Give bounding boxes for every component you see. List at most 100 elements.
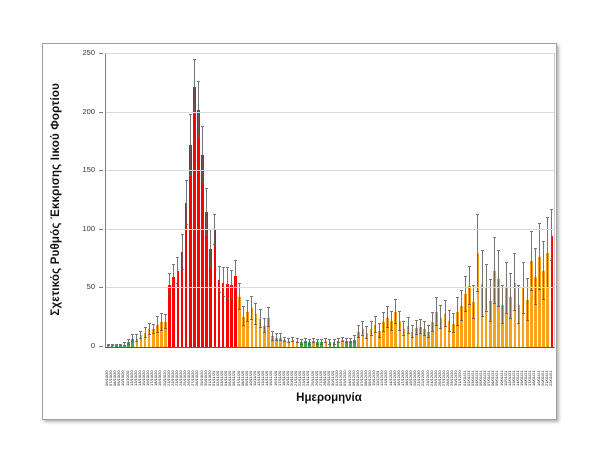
bar: [193, 86, 196, 347]
error-bar-cap: [221, 295, 225, 297]
error-bar-cap: [168, 273, 172, 275]
error-bar: [547, 218, 549, 289]
error-bar: [197, 82, 199, 139]
bar-slot: [529, 54, 533, 347]
y-tick-mark: [99, 346, 103, 347]
error-bar-cap: [406, 333, 410, 335]
bar: [357, 331, 361, 347]
error-bar-cap: [480, 249, 484, 251]
error-bar-cap: [176, 256, 180, 258]
bar: [238, 296, 241, 347]
bar: [361, 329, 365, 347]
error-bar-cap: [521, 313, 525, 315]
error-bar: [165, 315, 167, 330]
bar-slot: [418, 54, 422, 347]
error-bar-cap: [262, 317, 266, 319]
error-bar-cap: [480, 315, 484, 317]
bar-slot: [201, 54, 205, 347]
bar: [542, 270, 545, 347]
error-bar: [448, 310, 450, 332]
bar: [328, 342, 332, 347]
bar: [525, 300, 529, 347]
error-bar: [452, 314, 454, 333]
error-bar-cap: [114, 344, 118, 346]
bar: [209, 248, 213, 347]
bar: [291, 339, 295, 347]
error-bar-cap: [533, 303, 537, 305]
error-bar-cap: [455, 296, 459, 298]
error-bar-cap: [155, 315, 159, 317]
error-bar-cap: [418, 319, 422, 321]
error-bar-cap: [468, 303, 472, 305]
error-bar-cap: [513, 253, 517, 255]
error-bar-cap: [229, 269, 233, 271]
bar: [456, 311, 459, 347]
error-bar-cap: [525, 320, 529, 322]
error-bar: [358, 325, 360, 338]
bar: [332, 342, 336, 347]
error-bar-cap: [443, 326, 447, 328]
error-bar-cap: [320, 343, 324, 345]
gridline: [106, 228, 554, 230]
y-tick-label: 0: [90, 341, 95, 350]
error-bar-cap: [106, 345, 110, 347]
bar-slot: [381, 54, 385, 347]
error-bar-cap: [233, 260, 237, 262]
bar: [538, 256, 541, 347]
bar: [390, 321, 393, 347]
bar: [419, 327, 422, 347]
error-bar-cap: [517, 322, 521, 324]
error-bar: [288, 338, 290, 344]
error-bar: [271, 331, 273, 342]
error-bar: [341, 337, 343, 343]
bar-slot: [320, 54, 324, 347]
bar: [501, 304, 504, 347]
bar-slot: [365, 54, 369, 347]
bar-slot: [180, 54, 184, 347]
bar-slot: [188, 54, 192, 347]
y-tick-label: 200: [82, 106, 95, 116]
bar: [308, 342, 311, 347]
error-bar: [469, 267, 471, 305]
error-bar-cap: [328, 343, 332, 345]
error-bar: [473, 286, 475, 319]
error-bar: [440, 305, 442, 330]
error-bar-cap: [431, 312, 435, 314]
bar: [172, 276, 176, 347]
error-bar: [169, 274, 171, 296]
error-bar-cap: [488, 279, 492, 281]
x-tick-label: 22/01/21: [547, 370, 553, 386]
bar-slot: [439, 54, 443, 347]
error-bar-cap: [201, 181, 205, 183]
error-bar: [551, 209, 553, 262]
bar: [197, 110, 200, 347]
bar: [164, 322, 167, 347]
bar-slot: [390, 54, 394, 347]
y-tick-label: 50: [86, 282, 95, 292]
error-bar-cap: [238, 282, 242, 284]
error-bar: [382, 313, 384, 332]
error-bar-cap: [180, 268, 184, 270]
bar-slot: [377, 54, 381, 347]
error-bar: [136, 335, 138, 343]
error-bar-cap: [439, 328, 443, 330]
error-bar-cap: [476, 213, 480, 215]
error-bar-cap: [410, 336, 414, 338]
bar-slot: [492, 54, 496, 347]
error-bar-cap: [472, 317, 476, 319]
error-bar: [337, 338, 339, 344]
error-bar: [411, 325, 413, 338]
error-bar-cap: [143, 327, 147, 329]
bar-slot: [225, 54, 229, 347]
error-bar: [304, 338, 306, 344]
error-bar-cap: [381, 330, 385, 332]
bar-slot: [348, 54, 352, 347]
bar-slot: [254, 54, 258, 347]
bar: [267, 317, 270, 347]
bar: [131, 338, 135, 347]
error-bar-cap: [385, 327, 389, 329]
error-bar-cap: [172, 263, 176, 265]
error-bar: [407, 317, 409, 335]
bar-slot: [114, 54, 118, 347]
error-bar-cap: [229, 297, 233, 299]
